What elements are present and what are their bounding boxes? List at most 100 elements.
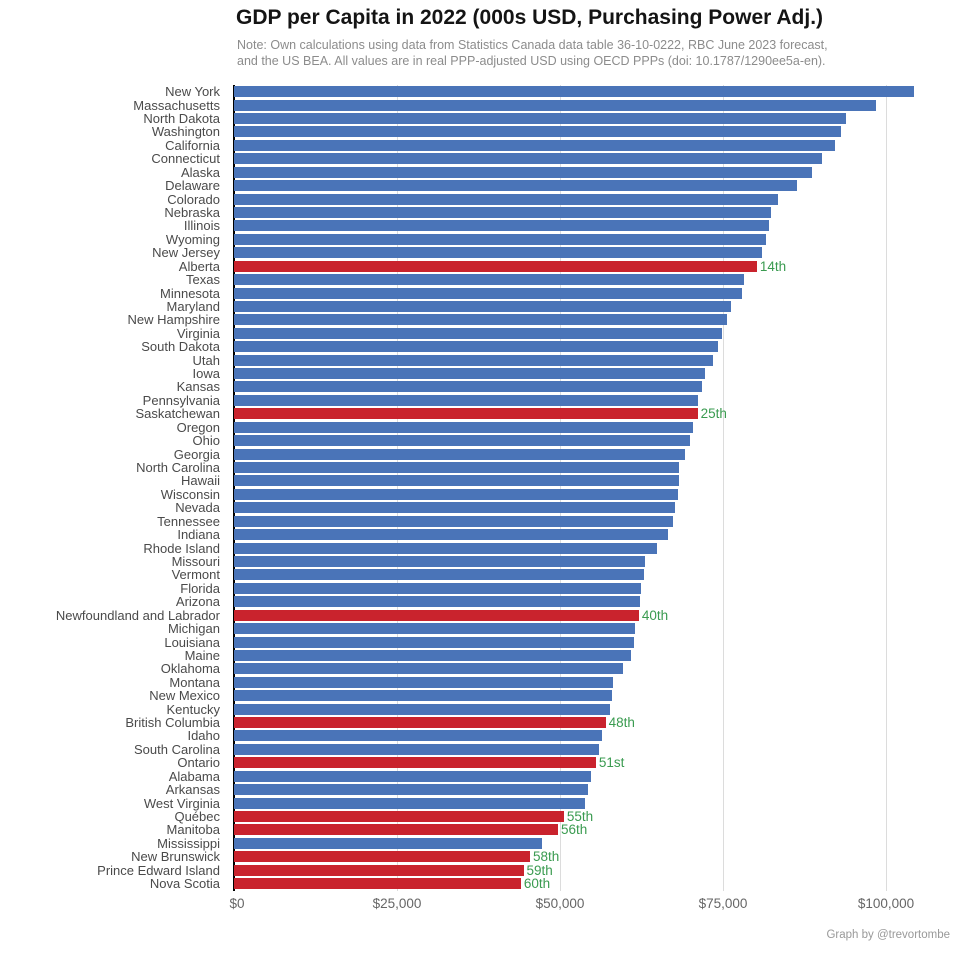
category-label: Alabama	[168, 768, 220, 784]
state-bar	[234, 797, 585, 809]
category-label: Missouri	[171, 553, 220, 569]
bar-wrap: 25th	[234, 407, 727, 421]
bar-wrap	[234, 515, 674, 527]
province-bar	[234, 824, 558, 836]
chart-row: South Carolina	[0, 743, 961, 756]
bar-wrap	[234, 180, 798, 192]
state-bar	[234, 207, 772, 218]
chart-row: Nebraska	[0, 206, 961, 219]
province-bar	[234, 810, 564, 822]
bar-wrap: 51st	[234, 756, 624, 770]
state-bar	[234, 113, 847, 125]
state-bar	[234, 623, 635, 635]
category-label: Kentucky	[166, 701, 220, 717]
chart-row: Kentucky	[0, 701, 961, 717]
state-bar	[234, 690, 612, 702]
province-bar	[234, 851, 530, 863]
category-label: Ohio	[192, 433, 220, 449]
state-bar	[234, 529, 669, 541]
chart-row: Minnesota	[0, 286, 961, 300]
state-bar	[234, 86, 914, 98]
category-label: New Mexico	[149, 688, 220, 704]
state-bar	[234, 649, 632, 661]
bar-wrap	[234, 435, 690, 447]
rank-label: 58th	[533, 849, 560, 865]
bar-wrap	[234, 529, 669, 541]
gridline-25000	[397, 85, 398, 891]
category-label: Utah	[192, 352, 220, 368]
rank-label: 56th	[561, 822, 588, 838]
bar-wrap	[234, 676, 613, 688]
category-label: Newfoundland and Labrador	[55, 607, 220, 623]
x-tick-label: $50,000	[535, 896, 585, 911]
bar-wrap	[234, 663, 624, 675]
category-label: Oklahoma	[160, 661, 220, 677]
category-label: Alberta	[178, 258, 220, 274]
chart-row: Maine	[0, 649, 961, 662]
chart-row: Idaho	[0, 729, 961, 742]
province-bar	[234, 717, 606, 729]
state-bar	[234, 368, 706, 380]
chart-title: GDP per Capita in 2022 (000s USD, Purcha…	[236, 6, 824, 29]
chart-row: California	[0, 139, 961, 152]
state-bar	[234, 341, 719, 353]
category-label: Ontario	[177, 755, 220, 771]
chart-row: Texas	[0, 273, 961, 286]
chart-row: Missouri	[0, 555, 961, 568]
state-bar	[234, 596, 640, 608]
chart-row: Virginia	[0, 327, 961, 340]
chart-row: Mississippi	[0, 837, 961, 850]
chart-row: Saskatchewan 25th	[0, 407, 961, 421]
chart-row: Newfoundland and Labrador 40th	[0, 607, 961, 623]
category-label: Mississippi	[157, 835, 220, 851]
chart-row: New Hampshire	[0, 313, 961, 326]
category-label: Virginia	[176, 325, 220, 341]
chart-row: New Jersey	[0, 246, 961, 259]
category-label: North Carolina	[136, 460, 220, 476]
bar-wrap	[234, 193, 779, 205]
state-bar	[234, 327, 722, 339]
category-label: Vermont	[171, 567, 220, 583]
bar-wrap	[234, 421, 693, 433]
bar-wrap	[234, 247, 762, 259]
x-tick-label: $100,000	[857, 896, 915, 911]
bar-rows: New York Massachusetts North Dakota Washing…	[0, 85, 961, 890]
chart-row: Pennsylvania	[0, 394, 961, 407]
chart-row: Ontario 51st	[0, 755, 961, 771]
x-tick-label: $25,000	[372, 896, 422, 911]
state-bar	[234, 515, 674, 527]
bar-wrap: 59th	[234, 863, 553, 877]
bar-wrap	[234, 381, 702, 393]
chart-row: British Columbia 48th	[0, 715, 961, 731]
province-bar	[234, 408, 698, 420]
bar-wrap	[234, 596, 640, 608]
province-bar	[234, 609, 639, 621]
state-bar	[234, 435, 690, 447]
bar-wrap	[234, 623, 635, 635]
chart-row: Georgia	[0, 447, 961, 461]
bar-wrap	[234, 314, 727, 326]
category-label: Maryland	[166, 298, 220, 314]
bar-wrap	[234, 502, 675, 514]
category-label: Maine	[184, 647, 220, 663]
chart-row: Arkansas	[0, 783, 961, 796]
category-label: California	[165, 137, 220, 153]
province-bar	[234, 757, 596, 769]
bar-wrap: 48th	[234, 716, 635, 729]
state-bar	[234, 542, 657, 554]
bar-wrap	[234, 368, 706, 380]
category-label: Alaska	[180, 164, 220, 180]
note-line-2: and the US BEA. All values are in real P…	[237, 54, 826, 68]
category-label: Indiana	[177, 527, 220, 543]
state-bar	[234, 770, 592, 782]
chart-row: Colorado	[0, 192, 961, 206]
category-label: British Columbia	[125, 715, 220, 731]
chart-row: New York	[0, 85, 961, 98]
bar-wrap	[234, 462, 680, 474]
chart-row: North Dakota	[0, 112, 961, 125]
state-bar	[234, 569, 644, 581]
bar-wrap	[234, 207, 772, 218]
bar-wrap: 40th	[234, 608, 668, 622]
province-bar	[234, 878, 521, 890]
state-bar	[234, 462, 680, 474]
